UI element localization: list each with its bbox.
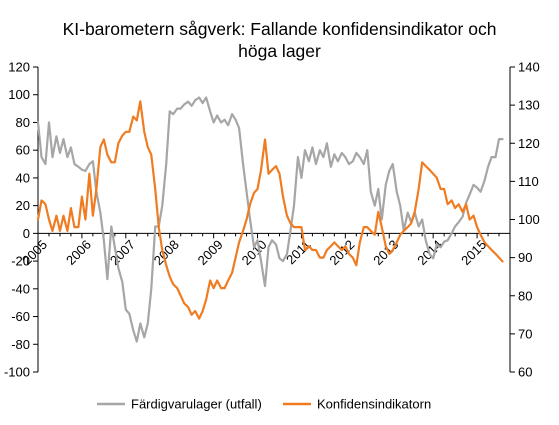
left-tick-label: 40 [16, 170, 30, 185]
left-tick-label: -40 [11, 281, 30, 296]
left-tick-label: 100 [8, 87, 30, 102]
right-tick-label: 140 [518, 60, 540, 75]
right-tick-label: 130 [518, 98, 540, 113]
left-tick-label: 60 [16, 143, 30, 158]
right-tick-label: 120 [518, 136, 540, 151]
left-tick-label: -80 [11, 337, 30, 352]
right-tick-label: 110 [518, 174, 539, 189]
right-tick-label: 70 [518, 326, 532, 341]
right-tick-label: 90 [518, 250, 532, 265]
left-tick-label: -60 [11, 309, 30, 324]
x-tick-label: 2006 [63, 237, 94, 268]
series-layer [36, 96, 504, 343]
right-tick-label: 80 [518, 288, 532, 303]
left-tick-label: 120 [8, 60, 30, 75]
legend-label-konfidensindikator: Konfidensindikatorn [317, 397, 431, 412]
x-axis: 2005 2006 2007 2008 2009 2010 2011 2012 2013 2014… [19, 232, 511, 268]
legend: Färdigvarulager (utfall) Konfidensindikat… [97, 397, 431, 412]
x-tick-label: 2007 [107, 237, 138, 268]
left-tick-label: -20 [11, 254, 30, 269]
chart-title-line-1: KI-barometern sågverk: Fallande konfiden… [62, 19, 497, 39]
left-y-axis: 120 100 80 60 40 20 0 -20 -40 -60 -80 -100 [4, 60, 39, 380]
chart-title-line-2: höga lager [238, 41, 321, 61]
x-tick-label: 2005 [19, 237, 50, 268]
left-tick-label: -100 [4, 365, 30, 380]
right-tick-label: 60 [518, 365, 532, 380]
left-tick-label: 20 [16, 198, 30, 213]
legend-label-fardigvarulager: Färdigvarulager (utfall) [131, 397, 262, 412]
x-tick-label: 2009 [195, 237, 226, 268]
series-line-fardigvarulager [36, 96, 504, 343]
left-tick-label: 0 [23, 226, 30, 241]
left-tick-label: 80 [16, 115, 30, 130]
right-tick-label: 100 [518, 212, 540, 227]
x-tick-label: 2012 [326, 237, 357, 268]
right-y-axis: 140 130 120 110 100 90 80 70 60 [509, 60, 540, 380]
series-line-konfidensindikator [36, 100, 504, 320]
